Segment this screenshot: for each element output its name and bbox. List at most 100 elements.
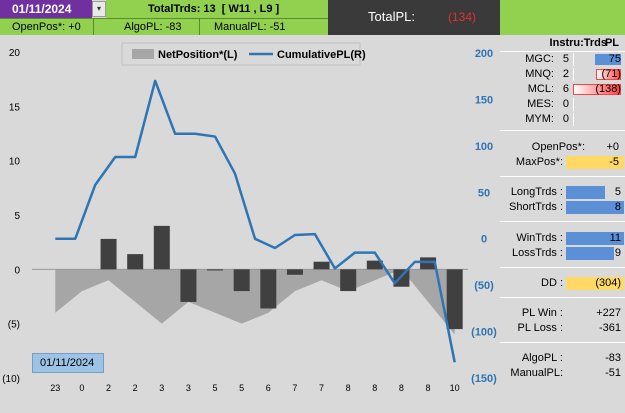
netposition-bar xyxy=(100,238,117,270)
long-trds-label: LongTrds : xyxy=(510,186,563,198)
x-tick-label: 0 xyxy=(79,383,84,393)
legend-cumulative-pl: CumulativePL(R) xyxy=(277,49,366,61)
dd-highlight xyxy=(566,277,624,290)
panel-manual-pl-label: ManualPL: xyxy=(510,367,563,379)
dd-value: (304) xyxy=(595,277,621,289)
instrument-row: MYM: 0 xyxy=(500,113,625,126)
pl-win-label: PL Win : xyxy=(521,307,563,319)
x-tick-label: 2 xyxy=(133,383,138,393)
x-tick-label: 3 xyxy=(186,383,191,393)
left-tick-label: (5) xyxy=(8,320,20,331)
open-pos-label: OpenPos*: xyxy=(531,141,585,153)
panel-manual-pl-value: -51 xyxy=(605,367,621,379)
total-pl-value: (134) xyxy=(448,10,477,24)
right-tick-label: 0 xyxy=(481,234,487,246)
max-pos-highlight xyxy=(566,156,624,169)
instrument-row: MNQ: 2 (71) xyxy=(500,68,625,81)
max-pos-value: -5 xyxy=(609,156,619,168)
netposition-bar xyxy=(207,269,224,271)
short-trds-row: ShortTrds : 8 xyxy=(500,201,625,214)
short-trds-value: 8 xyxy=(614,201,621,213)
manual-pl-text: ManualPL: -51 xyxy=(214,21,286,33)
x-tick-label: 5 xyxy=(239,383,244,393)
left-tick-label: 10 xyxy=(9,157,21,168)
panel-header-row: Instru:Trds PL xyxy=(500,37,625,50)
instrument-name: MNQ: xyxy=(525,68,554,80)
x-tick-label: 8 xyxy=(399,383,404,393)
loss-trds-value: 9 xyxy=(614,247,621,259)
netposition-bar xyxy=(180,269,197,302)
right-tick-label: (100) xyxy=(471,327,497,339)
dd-label: DD : xyxy=(541,277,563,289)
instrument-pl: (71) xyxy=(601,68,621,80)
pl-win-row: PL Win : +227 xyxy=(500,307,625,320)
x-tick-label: 7 xyxy=(319,383,324,393)
panel-manual-pl-row: ManualPL: -51 xyxy=(500,367,625,380)
netposition-bar xyxy=(313,261,330,270)
chart-date-label: 01/11/2024 xyxy=(32,353,104,373)
left-tick-label: 20 xyxy=(9,48,21,59)
date-dropdown-arrow-icon[interactable]: ▾ xyxy=(92,1,106,17)
long-trds-bar xyxy=(566,186,605,199)
instrument-name: MYM: xyxy=(525,113,554,125)
instrument-row: MCL: 6 (138) xyxy=(500,83,625,96)
x-tick-label: 5 xyxy=(213,383,218,393)
left-tick-label: (10) xyxy=(2,374,20,385)
loss-trds-label: LossTrds : xyxy=(512,247,563,259)
pl-bar-mcl xyxy=(573,84,621,95)
netposition-bar xyxy=(286,269,303,275)
loss-trds-bar xyxy=(566,247,614,260)
instrument-trds: 0 xyxy=(562,98,569,110)
instru-trds-header: Instru:Trds xyxy=(549,37,607,49)
legend-netposition: NetPosition*(L) xyxy=(158,49,238,61)
open-pos-value: +0 xyxy=(606,141,619,153)
open-pos-text: OpenPos*: +0 xyxy=(0,19,94,35)
pl-loss-label: PL Loss : xyxy=(517,322,563,334)
instrument-pl: 75 xyxy=(608,53,621,65)
panel-open-pos-row: OpenPos*: +0 xyxy=(500,141,625,154)
header-corner xyxy=(500,0,625,35)
win-trds-bar xyxy=(566,232,624,245)
netposition-bar xyxy=(366,260,383,270)
x-tick-label: 23 xyxy=(50,383,60,393)
panel-max-pos-row: MaxPos*: -5 xyxy=(500,156,625,169)
instrument-trds: 2 xyxy=(562,68,569,80)
netposition-bar xyxy=(233,269,250,292)
x-tick-label: 8 xyxy=(426,383,431,393)
instrument-trds: 6 xyxy=(562,83,569,95)
pl-loss-row: PL Loss : -361 xyxy=(500,322,625,335)
chart-area: 20 15 10 5 0 (5) (10) 200 150 100 50 0 (50) (100) (150… xyxy=(0,35,500,410)
long-trds-value: 5 xyxy=(614,186,621,198)
long-trds-row: LongTrds : 5 xyxy=(500,186,625,199)
date-cell[interactable]: 01/11/2024 xyxy=(0,0,92,18)
right-tick-label: (50) xyxy=(474,280,494,292)
left-tick-label: 5 xyxy=(14,211,20,222)
netposition-bar xyxy=(446,269,463,330)
left-tick-label: 0 xyxy=(14,265,20,276)
pl-loss-value: -361 xyxy=(598,322,621,334)
pl-bar-mnq xyxy=(596,69,621,80)
total-pl-box xyxy=(328,0,500,35)
netposition-bar xyxy=(260,269,277,309)
pl-bar-mgc xyxy=(595,54,621,65)
instrument-name: MES: xyxy=(527,98,554,110)
instrument-trds: 5 xyxy=(562,53,569,65)
netposition-bar xyxy=(127,254,144,270)
instrument-pl: (138) xyxy=(595,83,621,95)
summary-row: OpenPos*: +0 AlgoPL: -83 ManualPL: -51 xyxy=(0,18,328,35)
win-trds-value: 11 xyxy=(609,232,621,244)
max-pos-label: MaxPos*: xyxy=(515,156,563,168)
pl-win-value: +227 xyxy=(596,307,621,319)
x-tick-label: 3 xyxy=(159,383,164,393)
plot-area xyxy=(32,52,468,378)
panel-algo-pl-row: AlgoPL : -83 xyxy=(500,352,625,365)
stats-panel: Instru:Trds PL MGC: 5 75 MNQ: 2 (71) MCL: 6 (138… xyxy=(500,35,625,410)
right-tick-label: 50 xyxy=(478,187,490,199)
cumulative-pl-line xyxy=(55,79,456,363)
instrument-name: MGC: xyxy=(525,53,554,65)
x-tick-label: 8 xyxy=(372,383,377,393)
total-pl-label: TotalPL: xyxy=(368,9,415,24)
win-trds-label: WinTrds : xyxy=(516,232,563,244)
panel-algo-pl-value: -83 xyxy=(605,352,621,364)
right-tick-label: 100 xyxy=(475,141,493,153)
